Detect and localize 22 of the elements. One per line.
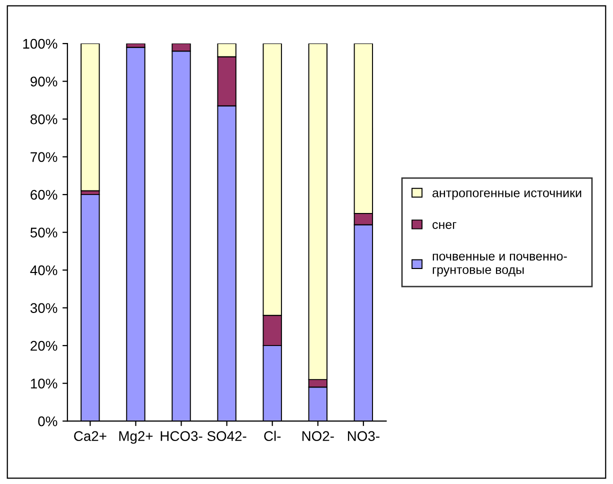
y-tick-label: 10%	[30, 378, 58, 388]
y-tick-label: 70%	[30, 152, 58, 162]
y-tick-label: 30%	[30, 303, 58, 313]
x-tick-label: HCO3-	[160, 431, 202, 442]
y-tick-label: 80%	[30, 114, 58, 124]
y-tick-label: 100%	[23, 38, 58, 49]
x-tick-label: Ca2+	[74, 431, 106, 442]
x-tick-label: NO2-	[302, 431, 334, 442]
y-tick-label: 20%	[30, 340, 58, 351]
legend-label: почвенные и почвенно-грунтовые воды	[432, 254, 567, 277]
x-tick-label: Mg2+	[119, 431, 153, 444]
y-tick-label: 90%	[30, 76, 58, 86]
x-tick-label: NO3-	[348, 431, 380, 442]
bar	[80, 44, 100, 192]
y-tick-label: 40%	[30, 265, 58, 276]
y-tick-label: 0%	[38, 416, 58, 426]
x-tick-label: SO42-	[207, 431, 246, 442]
legend-label: антропогенные источники	[432, 190, 582, 200]
y-tick-label: 60%	[30, 190, 58, 200]
x-tick-label: Cl-	[264, 430, 281, 442]
legend-label: снег	[432, 222, 456, 229]
y-tick-label: 50%	[30, 228, 58, 238]
